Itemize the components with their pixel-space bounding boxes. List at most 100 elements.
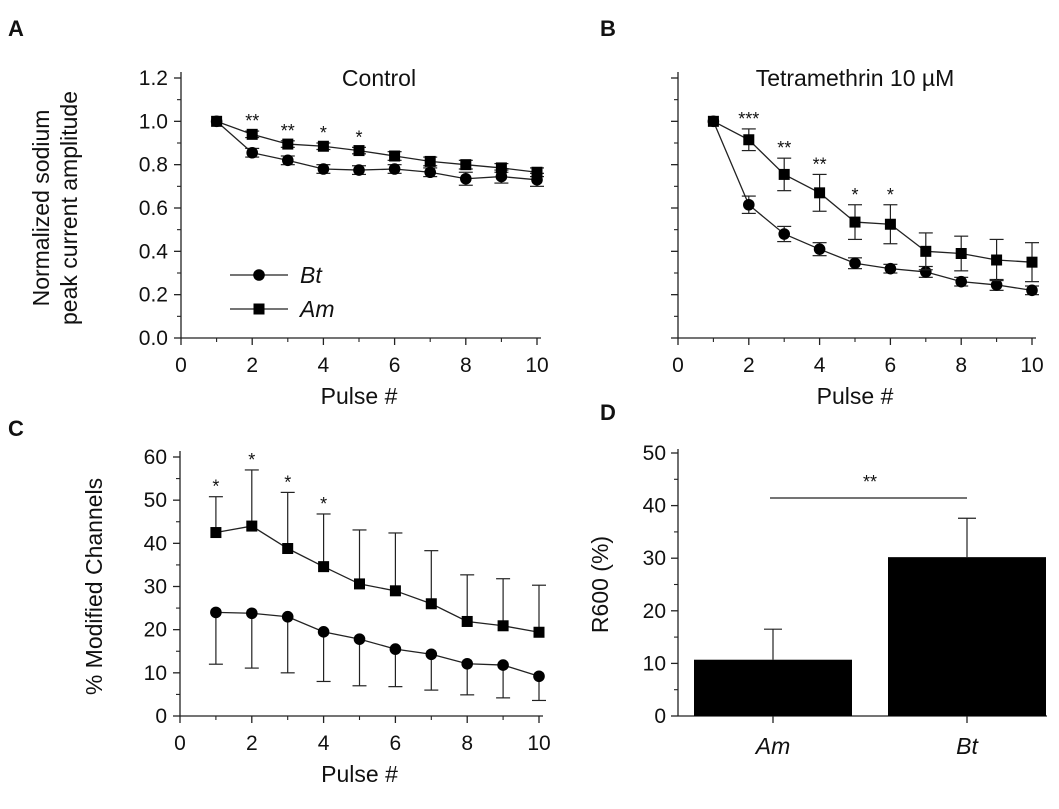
data-point-Am [531,166,543,178]
y-axis-label-C: % Modified Channels [81,478,107,695]
data-point-Bt [813,243,826,255]
series-line-Bt [215,611,540,677]
data-point-Am [424,155,436,167]
y-axis-label-D: R600 (%) [587,536,613,633]
y-tick-label-A: 0.8 [139,154,168,177]
y-tick-label-C: 0 [155,705,167,728]
data-point-Am [317,140,329,152]
data-point-Bt [884,262,897,275]
bar-Bt [888,557,1046,716]
series-line-Bt [712,121,1033,291]
y-tick-label-D: 0 [654,705,666,728]
series-line-Am [216,120,538,173]
data-point-Am [497,620,509,632]
x-tick-label-Am: Am [754,733,791,759]
data-point-Am [955,248,967,259]
significance-marker-B: * [851,185,858,205]
data-point-Am [495,162,507,174]
x-tick-label-C: 2 [246,732,258,755]
data-point-Bt [497,659,509,671]
y-tick-label-C: 10 [144,662,167,685]
significance-marker-B: * [887,185,894,205]
data-point-Am [707,115,719,127]
significance-marker-B: ** [777,138,791,158]
data-point-Bt [743,198,755,211]
significance-marker-C: * [212,477,219,497]
data-point-Am [533,626,545,638]
data-point-Am [920,245,932,257]
legend-marker-Bt [253,269,265,281]
y-tick-label-C: 30 [144,576,167,599]
significance-marker-A: * [355,127,362,147]
x-axis-label-C: Pulse # [321,761,398,787]
series-line-Am [215,525,540,633]
data-point-Am [353,145,365,157]
x-tick-label-B: 0 [672,354,684,377]
data-point-Am [778,168,790,180]
x-tick-label-B: 8 [955,354,967,377]
data-point-Bt [210,606,222,619]
x-tick-label-B: 2 [743,354,755,377]
x-tick-label-C: 6 [390,732,402,755]
y-tick-label-D: 10 [643,652,666,675]
data-point-Am [884,218,896,230]
x-tick-label-C: 8 [461,732,473,755]
data-point-Bt [281,610,294,623]
x-axis-label-B: Pulse # [817,383,894,409]
data-point-Bt [353,633,366,645]
significance-marker-B: ** [813,154,827,174]
data-point-Bt [849,257,861,270]
y-tick-label-C: 60 [144,446,167,469]
y-tick-label-D: 50 [643,442,666,465]
y-tick-label-C: 50 [144,489,167,512]
series-line-Am [713,120,1033,263]
series-line-Bt [216,120,538,181]
x-tick-label-A: 2 [246,354,258,377]
data-point-Am [743,134,755,146]
y-tick-label-A: 0.0 [139,327,168,350]
significance-marker-C: * [248,450,255,470]
data-point-Bt [246,146,258,159]
chart-title-B: Tetramethrin 10 µM [756,65,955,91]
data-point-Bt [425,648,438,661]
legend-label-Bt: Bt [300,262,323,288]
y-tick-label-D: 40 [643,495,666,518]
data-point-Am [1026,256,1038,268]
x-tick-label-A: 4 [318,354,330,377]
y-tick-label-A: 1.0 [139,110,168,133]
y-tick-label-A: 1.2 [139,67,168,90]
significance-marker-A: ** [245,111,259,131]
y-tick-label-D: 30 [643,547,666,570]
y-tick-label-C: 40 [144,532,167,555]
data-point-Bt [461,657,474,670]
data-point-Bt [920,266,932,278]
data-point-Am [425,598,437,610]
data-point-Bt [317,163,330,175]
data-point-Am [282,543,294,555]
data-point-Bt [246,607,258,620]
data-point-Am [282,138,294,150]
y-axis-label-line1-A: Normalized sodium [28,110,54,307]
data-point-Bt [990,279,1003,291]
legend-marker-Am [253,303,265,315]
data-point-Bt [282,154,294,167]
significance-marker-B: *** [738,109,759,129]
y-tick-label-A: 0.6 [139,197,168,220]
data-point-Am [849,216,861,228]
panel-label-D: D [600,400,616,425]
significance-marker-D: ** [863,472,877,492]
x-tick-label-A: 8 [460,354,472,377]
data-point-Am [389,150,401,162]
y-tick-label-C: 20 [144,619,167,642]
data-point-Am [460,159,472,171]
data-point-Bt [495,170,508,183]
x-axis-label-A: Pulse # [321,383,398,409]
data-point-Am [389,585,401,597]
data-point-Am [814,187,826,199]
data-point-Am [318,561,330,573]
data-point-Bt [460,172,472,185]
data-point-Bt [389,643,402,655]
data-point-Am [210,527,222,539]
chart-title-A: Control [342,65,416,91]
data-point-Am [354,578,365,590]
